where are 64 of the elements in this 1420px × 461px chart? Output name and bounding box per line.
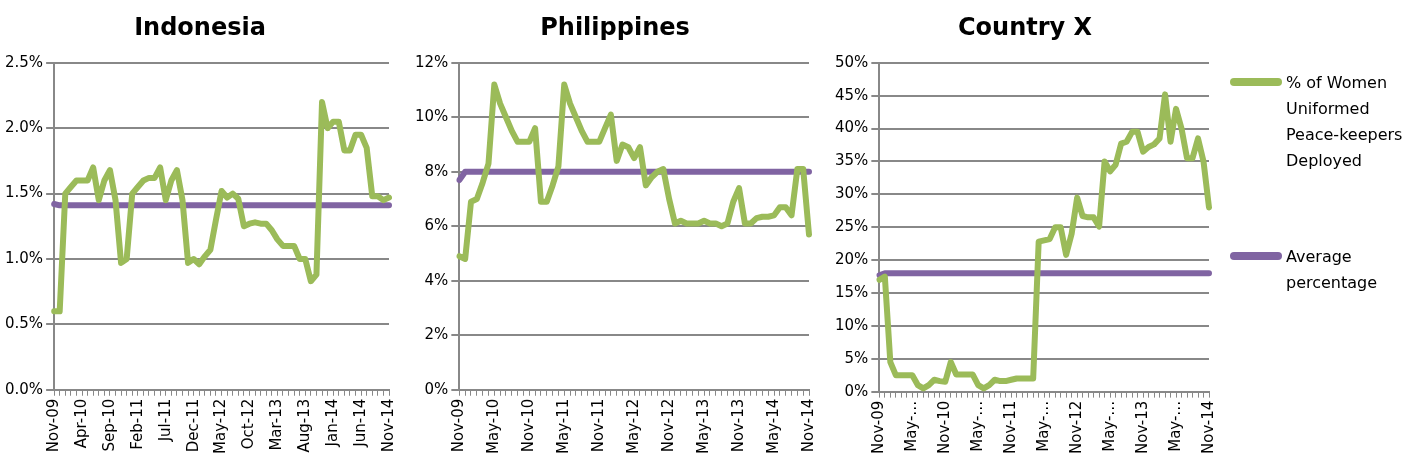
x-tick-label: May-… (902, 400, 921, 452)
x-tick-label: Nov-12 (1067, 400, 1086, 454)
x-tick-label: Oct-12 (239, 398, 258, 450)
x-tick-label: May-… (1034, 400, 1053, 452)
x-tick-label: May-… (1099, 400, 1118, 452)
x-tick-label: May-12 (624, 398, 643, 454)
y-tick-label: 8% (424, 161, 449, 180)
x-tick-label: Nov-10 (935, 400, 954, 454)
y-tick-label: 2.5% (5, 52, 44, 71)
y-tick-label: 30% (835, 184, 869, 203)
y-tick-label: 2.0% (5, 118, 44, 137)
x-tick-label: Nov-09 (869, 400, 888, 454)
x-tick-label: Nov-11 (1001, 400, 1020, 454)
x-tick-label: May-12 (211, 398, 230, 454)
y-tick-label: 20% (835, 249, 869, 268)
y-tick-label: 0.0% (5, 379, 44, 398)
y-tick-label: 5% (844, 348, 869, 367)
x-tick-label: Nov-12 (659, 398, 678, 453)
y-tick-label: 10% (415, 107, 449, 126)
x-tick-label: Jan-14 (323, 398, 342, 448)
x-tick-label: Nov-13 (1132, 400, 1151, 454)
legend-label: Average percentage (1286, 246, 1379, 294)
y-tick-label: 15% (835, 282, 869, 301)
x-tick-label: May-… (968, 400, 987, 452)
y-tick-label: 12% (415, 52, 449, 71)
x-tick-label: Nov-14 (798, 398, 817, 453)
y-tick-label: 2% (424, 325, 449, 344)
x-tick-label: May-… (1165, 400, 1184, 452)
x-tick-label: Nov-11 (589, 398, 608, 453)
y-tick-label: 0% (424, 379, 449, 398)
y-tick-label: 4% (424, 270, 449, 289)
x-tick-label: May-11 (554, 398, 573, 454)
chart-title: Philippines (540, 12, 690, 41)
y-tick-label: 1.0% (5, 248, 44, 267)
x-tick-label: May-13 (693, 398, 712, 454)
x-tick-label: Nov-14 (378, 398, 397, 453)
x-tick-label: Jul-11 (155, 398, 174, 443)
y-tick-label: 40% (835, 118, 869, 137)
chart-title: Indonesia (134, 12, 266, 41)
y-tick-label: 50% (835, 52, 869, 71)
y-tick-label: 10% (835, 315, 869, 334)
y-tick-label: 35% (835, 151, 869, 170)
x-tick-label: Aug-13 (295, 398, 314, 453)
x-tick-label: Jun-14 (350, 398, 369, 448)
x-tick-label: Mar-13 (267, 398, 286, 451)
y-tick-label: 25% (835, 217, 869, 236)
x-tick-label: Apr-10 (71, 398, 90, 449)
x-tick-label: Nov-13 (728, 398, 747, 453)
y-tick-label: 1.5% (5, 183, 44, 202)
y-tick-label: 45% (835, 85, 869, 104)
chart-title: Country X (957, 12, 1093, 41)
x-tick-label: Dec-11 (183, 398, 202, 453)
y-tick-label: 0.5% (5, 314, 44, 333)
x-tick-label: Nov-10 (519, 398, 538, 453)
x-tick-label: May-10 (484, 398, 503, 454)
y-tick-label: 6% (424, 216, 449, 235)
legend-label: % of Women Uniformed Peace-keepers Deployed (1286, 72, 1404, 172)
x-tick-label: Nov-14 (1198, 400, 1217, 454)
x-tick-label: Sep-10 (99, 398, 118, 452)
x-tick-label: Nov-09 (449, 398, 468, 453)
y-tick-label: 0% (844, 381, 869, 400)
x-tick-label: May-14 (763, 398, 782, 454)
x-tick-label: Nov-09 (44, 398, 62, 453)
x-tick-label: Feb-11 (127, 398, 146, 450)
